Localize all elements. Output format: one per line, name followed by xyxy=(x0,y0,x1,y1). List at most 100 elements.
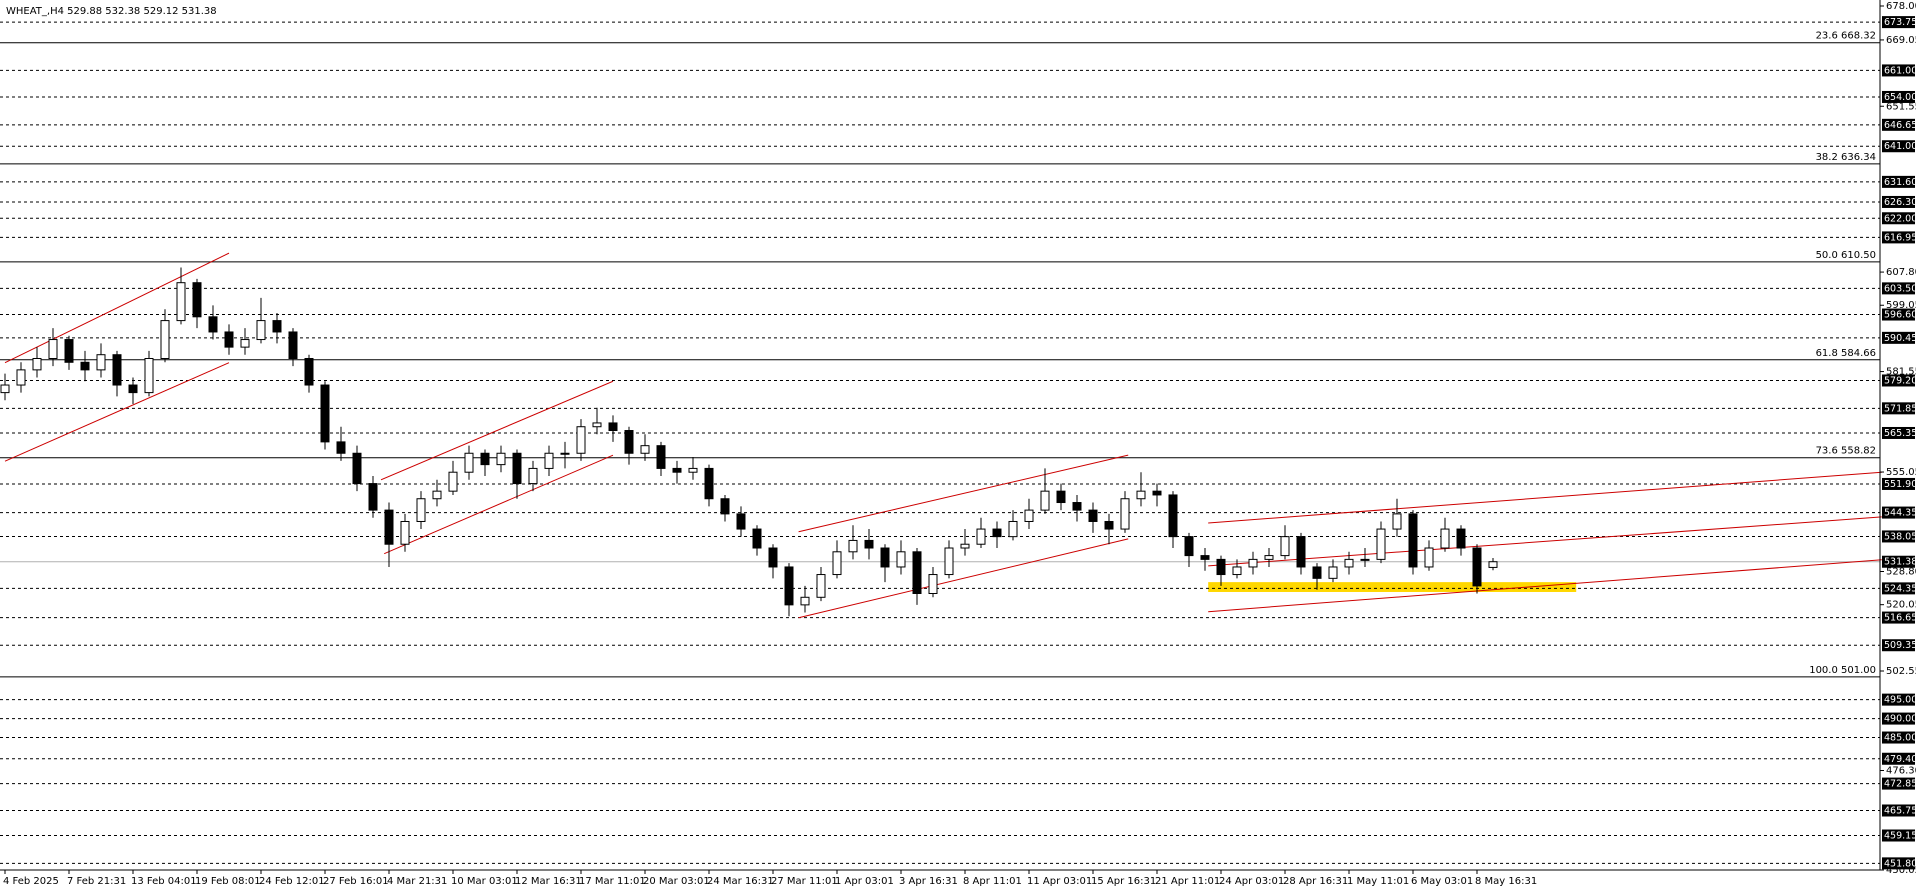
level-label-box xyxy=(1882,712,1915,725)
candle-body xyxy=(992,528,1002,538)
x-tick-label: 27 Mar 11:01 xyxy=(771,876,838,887)
fib-label: 61.8 584.66 xyxy=(1816,348,1876,359)
level-label: 631.60 xyxy=(1884,177,1916,188)
support-zone xyxy=(1208,582,1577,592)
level-label-box xyxy=(1882,64,1915,77)
level-label: 622.00 xyxy=(1884,213,1916,224)
candle-body xyxy=(1248,558,1258,568)
fib-label: 38.2 636.34 xyxy=(1816,152,1876,163)
level-label-box xyxy=(1882,857,1915,870)
level-label: 551.90 xyxy=(1884,479,1916,490)
x-tick-label: 21 Apr 11:01 xyxy=(1155,876,1220,887)
candle-body xyxy=(640,445,650,454)
level-label: 509.35 xyxy=(1884,640,1916,651)
candle-body xyxy=(256,320,266,341)
x-tick-label: 15 Apr 16:31 xyxy=(1091,876,1156,887)
candle-body xyxy=(720,498,730,515)
level-label-box xyxy=(1882,118,1915,131)
level-label: 531.38 xyxy=(1884,557,1916,568)
candle-body xyxy=(176,282,186,322)
candle-body xyxy=(864,539,874,549)
candle-body xyxy=(96,354,106,371)
level-label-box xyxy=(1882,282,1915,295)
level-label: 571.85 xyxy=(1884,403,1916,414)
candle-body xyxy=(928,574,938,594)
candle-body xyxy=(80,361,90,371)
level-label: 485.00 xyxy=(1884,733,1916,744)
x-tick-label: 24 Mar 16:31 xyxy=(707,876,774,887)
candle-body xyxy=(128,384,138,394)
y-tick-label: 476.30 xyxy=(1886,766,1916,777)
level-label-box xyxy=(1882,402,1915,415)
level-label: 544.35 xyxy=(1884,508,1916,519)
x-tick-label: 27 Feb 16:01 xyxy=(323,876,389,887)
candle-body xyxy=(1408,513,1418,568)
candle-body xyxy=(416,498,426,522)
candle-body xyxy=(608,422,618,432)
level-label: 451.80 xyxy=(1884,858,1916,869)
candle-body xyxy=(544,452,554,469)
candle-body xyxy=(1264,555,1274,560)
y-tick-label: 502.55 xyxy=(1886,666,1916,677)
level-label-box xyxy=(1882,555,1915,568)
candle-body xyxy=(112,354,122,386)
y-tick-label: 528.80 xyxy=(1886,567,1916,578)
candle-body xyxy=(320,384,330,443)
candle-body xyxy=(240,339,250,348)
level-label-box xyxy=(1882,777,1915,790)
y-tick-label: 669.05 xyxy=(1886,35,1916,46)
candle-body xyxy=(1008,520,1018,538)
x-tick-label: 17 Mar 11:01 xyxy=(579,876,646,887)
candle-body xyxy=(816,574,826,598)
candle-body xyxy=(512,452,522,485)
level-label: 646.65 xyxy=(1884,120,1916,131)
candle-body xyxy=(1280,536,1290,557)
level-label: 516.65 xyxy=(1884,613,1916,624)
candle-body xyxy=(688,467,698,473)
candle-body xyxy=(576,426,586,454)
level-label: 603.50 xyxy=(1884,283,1916,294)
candle-body xyxy=(592,422,602,428)
candle-body xyxy=(1136,490,1146,500)
candle-body xyxy=(1296,536,1306,568)
candle-body xyxy=(1056,490,1066,504)
y-tick-label: 520.05 xyxy=(1886,600,1916,611)
x-tick-label: 3 Apr 16:31 xyxy=(899,876,958,887)
trendline xyxy=(798,538,1129,619)
level-label-box xyxy=(1882,426,1915,439)
candle-body xyxy=(672,467,682,473)
candle-body xyxy=(32,357,42,371)
trendline xyxy=(4,362,230,462)
candle-body xyxy=(272,320,282,333)
level-label-box xyxy=(1882,140,1915,153)
candle-body xyxy=(336,441,346,454)
candle-body xyxy=(480,452,490,466)
x-tick-label: 1 May 11:01 xyxy=(1347,876,1409,887)
x-tick-label: 7 Feb 21:31 xyxy=(67,876,126,887)
x-tick-label: 8 May 16:31 xyxy=(1475,876,1537,887)
y-tick-label: 581.55 xyxy=(1886,367,1916,378)
candle-body xyxy=(1152,490,1162,496)
level-label-box xyxy=(1882,752,1915,765)
candle-body xyxy=(528,467,538,485)
trendline xyxy=(1208,471,1882,524)
candle-body xyxy=(464,452,474,473)
level-label: 641.00 xyxy=(1884,141,1916,152)
candle-body xyxy=(0,384,10,394)
candle-body xyxy=(64,339,74,363)
y-tick-label: 599.05 xyxy=(1886,300,1916,311)
x-tick-label: 4 Feb 2025 xyxy=(3,876,59,887)
candle-body xyxy=(944,547,954,576)
candle-body xyxy=(800,596,810,606)
level-label: 616.95 xyxy=(1884,232,1916,243)
candle-body xyxy=(704,467,714,500)
candle-body xyxy=(1472,547,1482,587)
y-tick-label: 651.55 xyxy=(1886,101,1916,112)
x-tick-label: 24 Feb 12:01 xyxy=(259,876,325,887)
candle-body xyxy=(160,320,170,359)
x-tick-label: 28 Apr 16:31 xyxy=(1283,876,1348,887)
candle-body xyxy=(1168,494,1178,538)
level-label: 565.35 xyxy=(1884,428,1916,439)
x-tick-label: 13 Feb 04:01 xyxy=(131,876,197,887)
candle-body xyxy=(1040,490,1050,511)
